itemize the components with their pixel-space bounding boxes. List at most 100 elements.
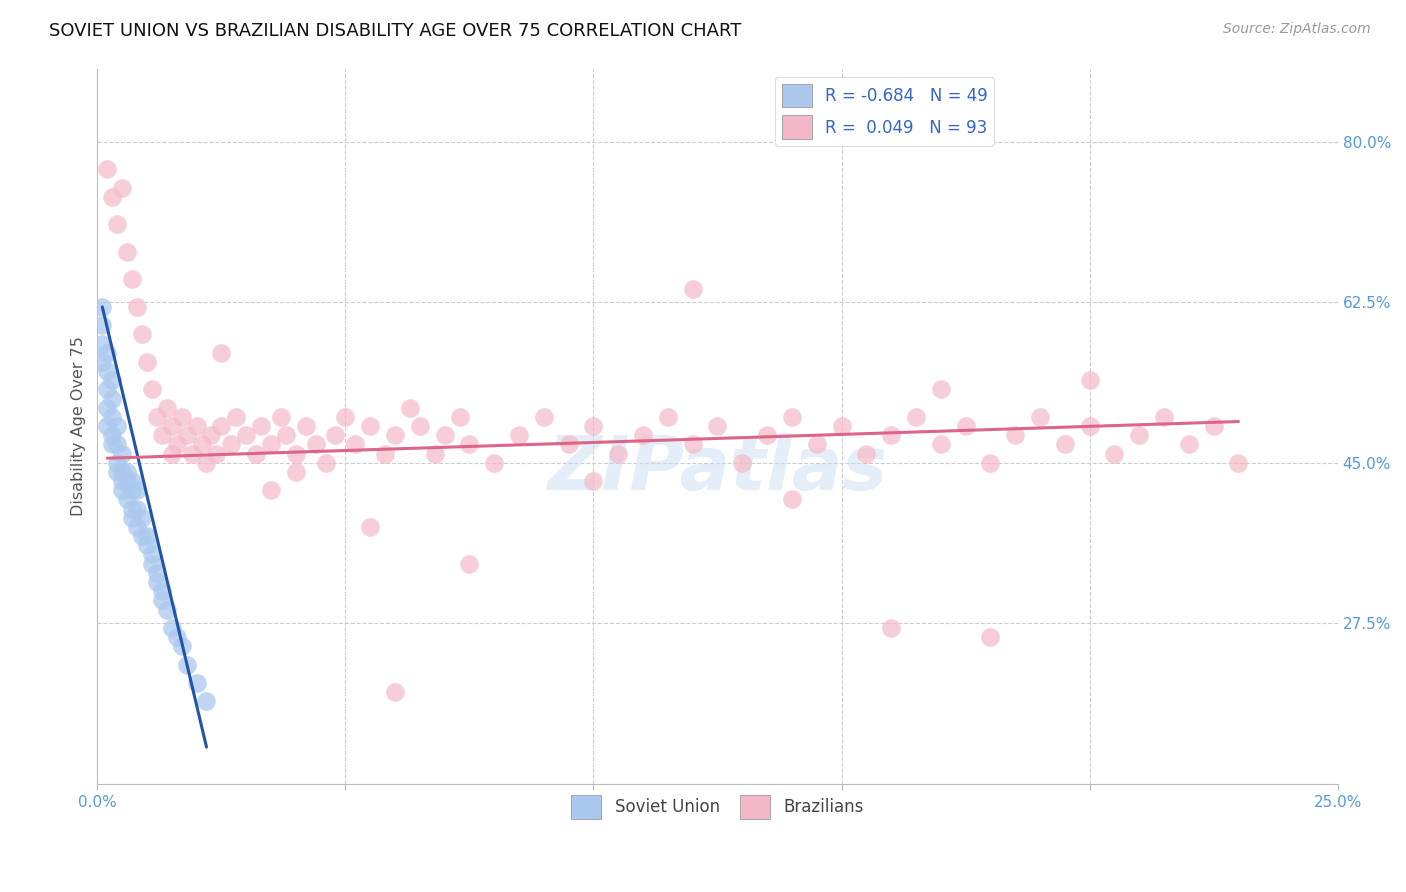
Point <box>880 621 903 635</box>
Text: Source: ZipAtlas.com: Source: ZipAtlas.com <box>1223 22 1371 37</box>
Point <box>731 456 754 470</box>
Point <box>1078 373 1101 387</box>
Point <box>225 409 247 424</box>
Point <box>115 474 138 488</box>
Point <box>101 373 124 387</box>
Point <box>245 447 267 461</box>
Point <box>141 557 163 571</box>
Point <box>205 447 228 461</box>
Point <box>1078 419 1101 434</box>
Point <box>101 428 124 442</box>
Point <box>195 694 218 708</box>
Point <box>1104 447 1126 461</box>
Point <box>209 419 232 434</box>
Point <box>91 336 114 351</box>
Point <box>190 437 212 451</box>
Point <box>111 465 134 479</box>
Point <box>274 428 297 442</box>
Point <box>180 447 202 461</box>
Point <box>141 383 163 397</box>
Point <box>657 409 679 424</box>
Point <box>160 419 183 434</box>
Point <box>200 428 222 442</box>
Point <box>176 428 198 442</box>
Point <box>304 437 326 451</box>
Point <box>1029 409 1052 424</box>
Point <box>344 437 367 451</box>
Point <box>160 621 183 635</box>
Point <box>186 419 208 434</box>
Point <box>96 345 118 359</box>
Point <box>250 419 273 434</box>
Point <box>423 447 446 461</box>
Point <box>582 474 605 488</box>
Point <box>146 409 169 424</box>
Point <box>195 456 218 470</box>
Point <box>125 501 148 516</box>
Point <box>136 538 159 552</box>
Point <box>111 483 134 498</box>
Point <box>284 447 307 461</box>
Point <box>101 190 124 204</box>
Point <box>260 483 283 498</box>
Point <box>121 511 143 525</box>
Point <box>458 437 481 451</box>
Point <box>756 428 779 442</box>
Point <box>631 428 654 442</box>
Text: SOVIET UNION VS BRAZILIAN DISABILITY AGE OVER 75 CORRELATION CHART: SOVIET UNION VS BRAZILIAN DISABILITY AGE… <box>49 22 741 40</box>
Point <box>1178 437 1201 451</box>
Point <box>125 300 148 314</box>
Point <box>150 593 173 607</box>
Point <box>121 501 143 516</box>
Point <box>929 383 952 397</box>
Point <box>607 447 630 461</box>
Point <box>1128 428 1150 442</box>
Point <box>260 437 283 451</box>
Point <box>96 162 118 177</box>
Legend: Soviet Union, Brazilians: Soviet Union, Brazilians <box>565 789 870 825</box>
Point <box>156 401 179 415</box>
Point <box>150 428 173 442</box>
Point <box>235 428 257 442</box>
Point <box>325 428 347 442</box>
Point <box>449 409 471 424</box>
Point <box>508 428 530 442</box>
Point <box>955 419 977 434</box>
Point <box>166 437 188 451</box>
Point <box>96 401 118 415</box>
Point <box>557 437 579 451</box>
Point <box>904 409 927 424</box>
Y-axis label: Disability Age Over 75: Disability Age Over 75 <box>72 336 86 516</box>
Point <box>105 218 128 232</box>
Point <box>150 584 173 599</box>
Point <box>125 483 148 498</box>
Point <box>1053 437 1076 451</box>
Point <box>96 364 118 378</box>
Point <box>409 419 432 434</box>
Point <box>146 566 169 580</box>
Point <box>131 529 153 543</box>
Point <box>115 492 138 507</box>
Point <box>91 300 114 314</box>
Point <box>682 437 704 451</box>
Point <box>384 428 406 442</box>
Point <box>582 419 605 434</box>
Point <box>399 401 422 415</box>
Point <box>170 639 193 653</box>
Point <box>125 520 148 534</box>
Point <box>458 557 481 571</box>
Point <box>141 548 163 562</box>
Point <box>111 447 134 461</box>
Point <box>115 244 138 259</box>
Point <box>682 282 704 296</box>
Point <box>166 630 188 644</box>
Point <box>359 419 381 434</box>
Point <box>855 447 877 461</box>
Point <box>209 345 232 359</box>
Point <box>384 685 406 699</box>
Text: ZIPatlas: ZIPatlas <box>547 433 887 506</box>
Point <box>111 180 134 194</box>
Point <box>101 437 124 451</box>
Point <box>170 409 193 424</box>
Point <box>335 409 357 424</box>
